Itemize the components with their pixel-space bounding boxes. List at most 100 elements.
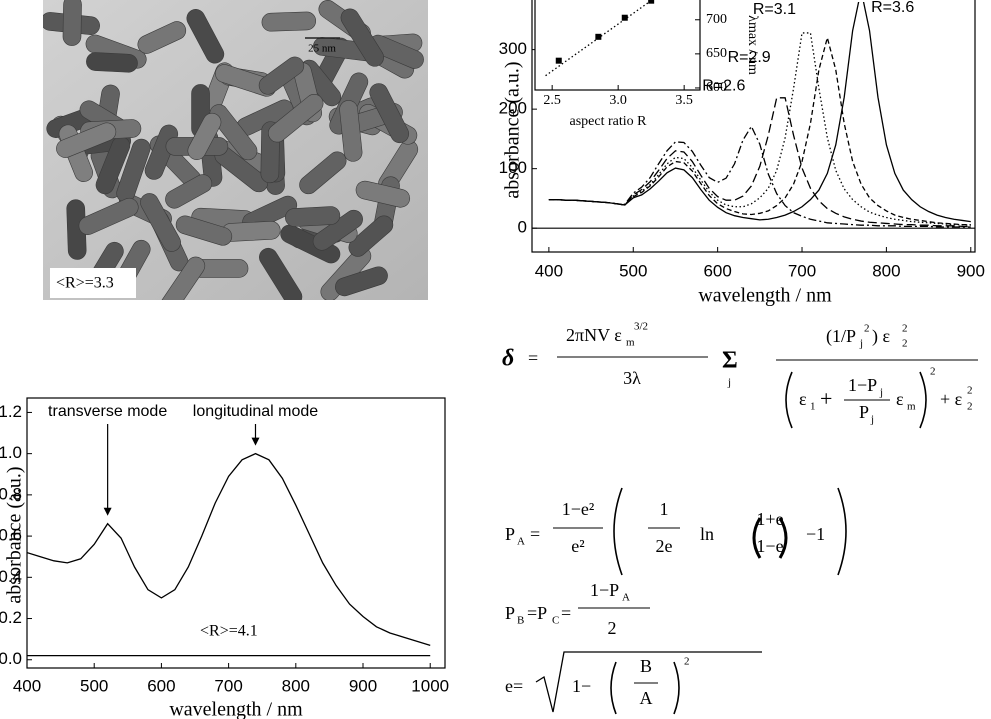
x-tick-label: 500 [80, 676, 108, 695]
arrow-head [104, 508, 112, 516]
eq-text: 1 [660, 499, 669, 519]
scale-bar-label: 25 nm [308, 43, 336, 55]
arrow-head [251, 438, 259, 446]
x-tick-label: 900 [349, 676, 377, 695]
nanorod [285, 206, 340, 227]
x-tick-label: 700 [214, 676, 242, 695]
eq-sup: 2 [930, 366, 936, 378]
eq-text: 2e [656, 536, 673, 556]
eq-sub: 2 [967, 401, 973, 413]
series-label: R=3.6 [871, 0, 914, 16]
eq-symbol: + [820, 386, 832, 411]
eq-text: 1− [572, 676, 591, 696]
x-tick-label: 800 [282, 676, 310, 695]
x-tick-label: 600 [703, 261, 731, 280]
y-tick-label: 600 [706, 80, 727, 95]
x-axis-title: aspect ratio R [570, 114, 648, 129]
x-tick-label: 800 [872, 261, 900, 280]
x-tick-label: 600 [147, 676, 175, 695]
eq-sup: 2 [864, 323, 870, 335]
eq-text: 1−P [590, 580, 619, 600]
inset-background [535, 0, 700, 90]
point [648, 0, 654, 4]
x-tick-label: 3.0 [609, 93, 627, 108]
page: 25 nm <R>=3.3 δ = 2πNV ε m 3/2 3λ Σ j (1… [0, 0, 991, 719]
annotation: transverse mode [48, 403, 167, 420]
figure: 25 nm <R>=3.3 δ = 2πNV ε m 3/2 3λ Σ j (1… [0, 0, 991, 719]
eq-sub: j [870, 414, 874, 426]
eq-text: P [859, 402, 869, 422]
eq-text: 1−e [756, 536, 783, 556]
y-tick-label: 300 [499, 39, 527, 58]
eq-sub: j [879, 387, 883, 399]
x-tick-label: 700 [788, 261, 816, 280]
paren [920, 372, 926, 428]
y-tick-label: 0.0 [0, 649, 22, 668]
paren [611, 662, 616, 714]
tem-label: <R>=3.3 [56, 275, 114, 292]
eq-text: e² [571, 536, 584, 556]
eq-text: 1−e² [562, 499, 595, 519]
eq-sub: A [622, 592, 630, 604]
equations: δ = 2πNV ε m 3/2 3λ Σ j (1/P j 2 ) ε 2 2… [502, 321, 978, 714]
eq-text: (1/P [826, 326, 856, 347]
y-tick-label: 0.2 [0, 608, 22, 627]
eq-symbol: δ [502, 346, 514, 372]
paren [614, 488, 622, 575]
eq-symbol: = [530, 524, 540, 544]
eq-sup: 2 [967, 385, 973, 397]
x-tick-label: 500 [619, 261, 647, 280]
point [595, 34, 601, 40]
eq-text: =P [527, 603, 547, 623]
x-tick-label: 3.5 [675, 93, 693, 108]
annotation: longitudinal mode [193, 403, 319, 420]
nanorod [63, 0, 82, 46]
x-axis-title: wavelength / nm [169, 699, 303, 719]
eq-sub: 1 [810, 401, 816, 413]
eq-text: 1−P [848, 375, 877, 395]
x-tick-label: 1000 [411, 676, 449, 695]
series-line [549, 126, 971, 227]
eq-text: P [505, 603, 515, 623]
eq-sub: j [859, 338, 863, 350]
eq-text: 2 [608, 618, 617, 638]
eq-sup: 2 [684, 656, 690, 668]
eq-sub: 2 [902, 338, 908, 350]
eq-text: P [505, 524, 515, 544]
eq-text: 3λ [623, 368, 641, 388]
point [622, 15, 628, 21]
eq-text: ln [700, 524, 714, 544]
eq-sub: C [552, 615, 559, 627]
eq-sub: m [626, 337, 635, 349]
eq-text: ε [799, 389, 807, 409]
series-line [27, 454, 430, 646]
eq-text: ) ε [872, 326, 890, 347]
x-tick-label: 900 [957, 261, 985, 280]
paren [838, 488, 846, 575]
eq-text: + ε [940, 389, 963, 409]
eq-sub: A [517, 536, 525, 548]
x-tick-label: 2.5 [543, 93, 561, 108]
y-axis-title: absorbance (a.u.) [4, 466, 26, 603]
y-tick-label: 650 [706, 46, 727, 61]
eq-sub: j [727, 377, 731, 389]
eq-text: A [640, 688, 653, 708]
nanorod [262, 12, 316, 32]
eq-symbol: = [561, 603, 571, 623]
y-tick-label: 0 [518, 218, 527, 237]
y-tick-label: 1.0 [0, 443, 22, 462]
eq-text: 2πNV ε [566, 325, 622, 345]
y-tick-label: 1.2 [0, 402, 22, 421]
eq-symbol: = [528, 348, 538, 368]
eq-sup: 2 [902, 323, 908, 335]
paren [674, 662, 679, 714]
eq-text: B [640, 656, 652, 676]
x-tick-label: 400 [535, 261, 563, 280]
x-tick-label: 400 [13, 676, 41, 695]
note: <R>=4.1 [200, 623, 258, 640]
point [556, 58, 562, 64]
eq-symbol: Σ [722, 348, 738, 374]
y-axis-title: absorbance (a.u.) [502, 61, 524, 198]
eq-text: e= [505, 676, 523, 696]
nanorod [86, 52, 138, 73]
